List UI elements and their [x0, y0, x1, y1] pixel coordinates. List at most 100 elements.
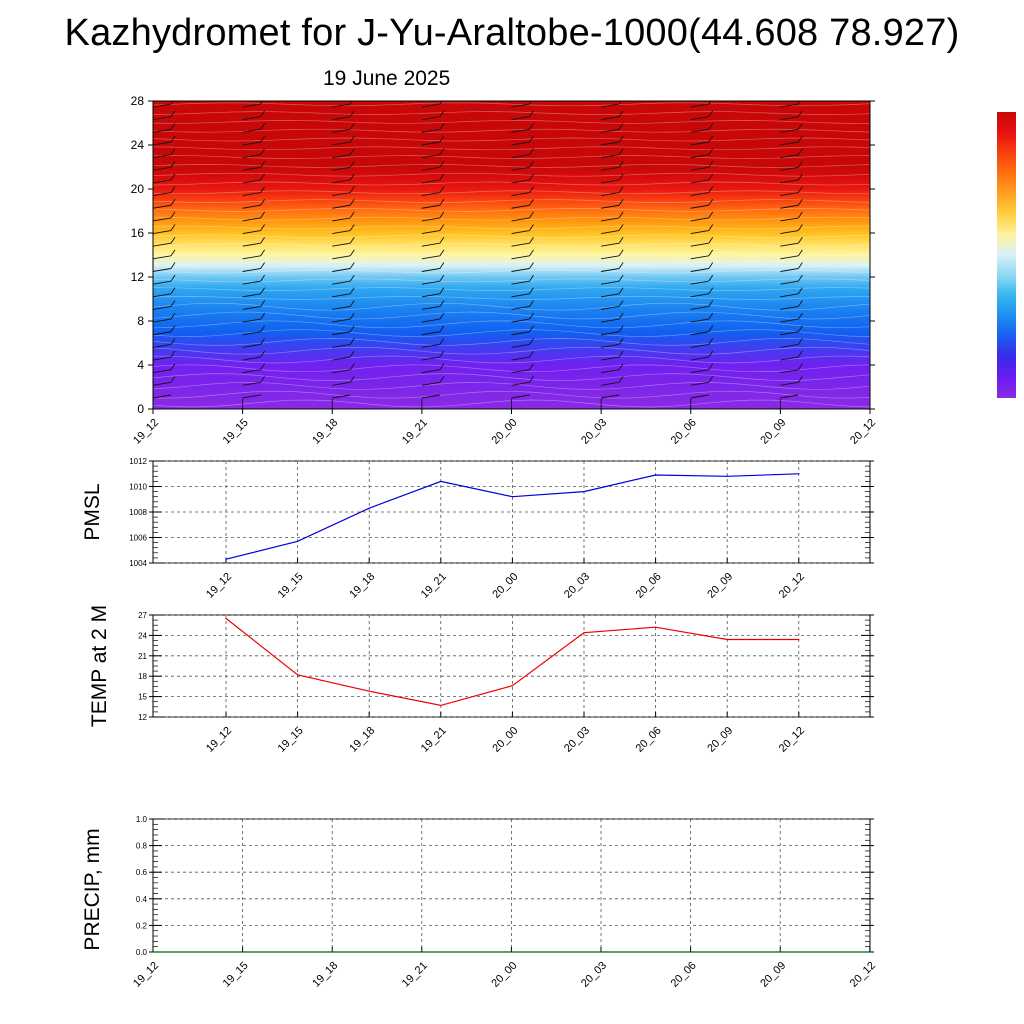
xtick-label: 20_06: [669, 960, 699, 990]
wind-barb: [601, 331, 620, 336]
wind-barb: [690, 116, 709, 121]
wind-barb: [690, 394, 709, 399]
wind-barb-flag: [618, 350, 624, 358]
wind-barb: [869, 207, 870, 209]
wind-barb-flag: [529, 249, 534, 257]
panel-ylabel: TEMP at 2 M: [88, 605, 111, 727]
wind-barb: [153, 394, 172, 399]
wind-barb: [601, 356, 620, 361]
wind-barb-flag: [708, 350, 714, 358]
colorbar-bar: [997, 112, 1016, 398]
heatmap-ytick-label: 28: [131, 94, 145, 108]
series-line: [225, 617, 799, 707]
contour-line: [153, 269, 870, 274]
wind-barb: [690, 230, 709, 234]
ytick-label: 0.2: [136, 921, 148, 930]
wind-barb: [690, 255, 709, 260]
wind-barb-flag: [888, 351, 892, 357]
wind-barb-flag: [260, 350, 265, 358]
series-point: [583, 491, 585, 493]
wind-barb-flag: [260, 199, 265, 206]
wind-barb: [242, 116, 261, 121]
wind-barb: [690, 356, 709, 361]
wind-barb-flag: [529, 338, 534, 345]
wind-barb: [153, 204, 172, 209]
wind-barb-flag: [618, 186, 624, 193]
series-point: [798, 638, 800, 641]
wind-barb-flag: [618, 249, 624, 257]
wind-barb-flag: [260, 236, 265, 244]
wind-barb: [780, 255, 799, 260]
wind-barb-flag: [439, 199, 445, 206]
wind-barb-flag: [798, 110, 803, 117]
wind-barb-flag: [529, 148, 534, 155]
series-point: [583, 632, 585, 634]
wind-barb: [869, 397, 870, 398]
contour-line: [153, 146, 870, 151]
wind-barb: [242, 394, 261, 399]
wind-barb-flag: [618, 376, 624, 383]
xtick-label: 19_12: [204, 571, 234, 601]
wind-barb: [690, 331, 709, 336]
wind-barb: [153, 381, 172, 386]
wind-barb: [153, 217, 172, 222]
wind-barb-flag: [170, 312, 176, 320]
wind-barb-flag: [529, 236, 534, 244]
ytick-label: 24: [138, 631, 147, 640]
xtick-label: 19_15: [276, 725, 306, 755]
ytick-label: 0.0: [136, 948, 148, 957]
xtick-label: 19_21: [419, 725, 449, 755]
wind-barb-flag: [439, 376, 445, 383]
wind-barb-flag: [888, 275, 892, 281]
wind-barb-flag: [439, 135, 445, 143]
wind-barb-flag: [888, 187, 892, 193]
wind-barb: [511, 356, 530, 361]
wind-barb: [869, 131, 870, 133]
wind-barb-flag: [708, 186, 714, 193]
wind-barb: [601, 166, 620, 171]
wind-barb: [332, 179, 351, 184]
wind-barb-flag: [618, 148, 624, 155]
wind-barb: [153, 268, 172, 272]
wind-barb: [242, 280, 261, 285]
wind-barb: [511, 192, 530, 197]
pmsl-panel: 1004 1006 1008 1010 1012 19_12 19_15 19_18 19_21…: [81, 457, 874, 601]
wind-barb: [242, 217, 261, 222]
wind-barb: [601, 230, 620, 234]
wind-barb-flag: [349, 224, 355, 231]
xtick-label: 19_18: [347, 571, 377, 601]
wind-barb-flag: [439, 338, 445, 345]
contour-line: [153, 311, 870, 320]
heatmap-ytick-label: 12: [131, 270, 145, 284]
wind-barb: [780, 166, 799, 171]
wind-barb-flag: [349, 236, 355, 244]
wind-barb: [780, 280, 799, 285]
wind-barb: [690, 280, 709, 285]
xtick-label: 19_12: [204, 725, 234, 755]
wind-barb-flag: [708, 148, 714, 155]
figure-subtitle: 19 June 2025: [323, 67, 451, 90]
xtick-label: 20_00: [489, 960, 519, 990]
wind-barb-flag: [798, 338, 803, 345]
wind-barb: [601, 141, 620, 146]
contour-line: [153, 137, 870, 142]
wind-barb: [242, 268, 261, 272]
wind-barb: [511, 179, 530, 184]
wind-barb: [601, 154, 620, 159]
wind-barb-flag: [260, 211, 265, 219]
wind-barb: [332, 154, 351, 159]
contour-line: [153, 190, 870, 195]
wind-barb-flag: [170, 338, 176, 345]
wind-barb-flag: [349, 186, 355, 193]
wind-barb: [690, 318, 709, 323]
wind-barb: [332, 141, 351, 146]
wind-barb-flag: [349, 262, 355, 269]
wind-barb-flag: [260, 173, 265, 181]
wind-barb-flag: [798, 236, 803, 244]
xtick-label: 20_03: [579, 960, 609, 990]
wind-barb-flag: [439, 161, 445, 168]
wind-barb: [511, 331, 530, 336]
wind-barb: [601, 128, 620, 133]
heatmap-ytick-label: 20: [131, 182, 145, 196]
